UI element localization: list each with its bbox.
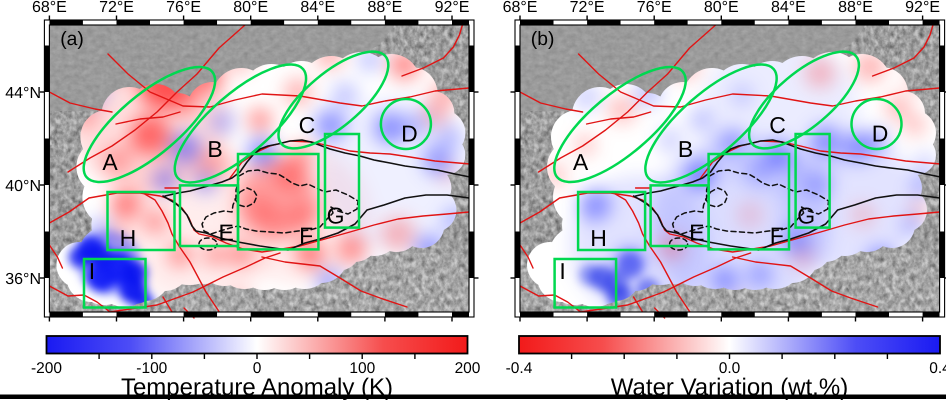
svg-text:(a): (a) (60, 29, 84, 50)
svg-text:88°E: 88°E (838, 0, 873, 16)
svg-text:68°E: 68°E (32, 0, 67, 16)
svg-text:(b): (b) (531, 29, 555, 50)
svg-text:92°E: 92°E (435, 0, 470, 16)
svg-text:44°N: 44°N (5, 85, 41, 102)
svg-text:80°E: 80°E (233, 0, 268, 16)
svg-text:76°E: 76°E (637, 0, 672, 16)
svg-text:36°N: 36°N (5, 271, 41, 288)
svg-text:72°E: 72°E (570, 0, 605, 16)
svg-text:72°E: 72°E (99, 0, 134, 16)
svg-text:0.4: 0.4 (929, 360, 946, 377)
svg-text:0: 0 (253, 360, 262, 377)
svg-text:-100: -100 (136, 360, 167, 377)
svg-text:-200: -200 (31, 360, 62, 377)
svg-text:84°E: 84°E (771, 0, 806, 16)
svg-text:88°E: 88°E (367, 0, 402, 16)
svg-text:76°E: 76°E (166, 0, 201, 16)
svg-text:40°N: 40°N (5, 178, 41, 195)
svg-text:84°E: 84°E (300, 0, 335, 16)
svg-text:-0.4: -0.4 (506, 360, 533, 377)
svg-text:68°E: 68°E (503, 0, 538, 16)
svg-text:0.0: 0.0 (719, 360, 741, 377)
svg-text:200: 200 (455, 360, 481, 377)
svg-text:92°E: 92°E (905, 0, 940, 16)
svg-text:80°E: 80°E (704, 0, 739, 16)
svg-text:100: 100 (349, 360, 375, 377)
